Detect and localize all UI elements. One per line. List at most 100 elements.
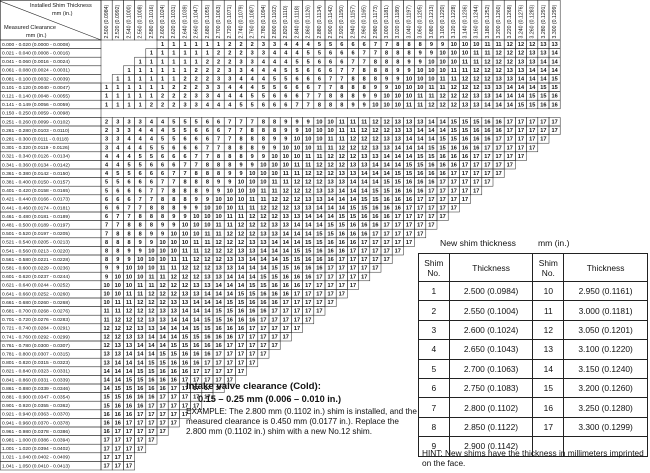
cell-value: 10 — [227, 205, 233, 211]
cell-value: 1 — [139, 59, 142, 65]
cell-value: 2 — [206, 76, 209, 82]
shim-header: Thickness — [448, 253, 534, 282]
cell-value: 13 — [204, 274, 210, 280]
cell-value: 16 — [103, 429, 109, 435]
cell-value: 17 — [193, 395, 199, 401]
cell-value: 11 — [283, 180, 289, 186]
cell-value: 7 — [385, 42, 388, 48]
cell-value: 12 — [204, 248, 210, 254]
cell-value: 12 — [126, 326, 132, 332]
cell-value: 11 — [462, 68, 468, 74]
cell-value: 15 — [439, 145, 445, 151]
cell-value: 11 — [137, 283, 143, 289]
column-label: 3.220 (0.1268) — [507, 4, 513, 38]
cell-value: 2 — [172, 85, 175, 91]
row-label: 0.481 - 0.500 (0.0189 - 0.0197) — [2, 222, 70, 228]
cell-value: 9 — [385, 85, 388, 91]
cell-value: 12 — [372, 128, 378, 134]
cell-value: 14 — [294, 223, 301, 229]
cell-value: 16 — [283, 291, 289, 297]
cell-value: 16 — [339, 231, 345, 237]
cell-value: 16 — [339, 248, 345, 254]
cell-value: 16 — [294, 274, 300, 280]
cell-value: 14 — [215, 300, 222, 306]
cell-value: 9 — [228, 171, 231, 177]
cell-value: 11 — [350, 119, 356, 125]
cell — [123, 461, 135, 471]
cell-value: 3 — [127, 128, 130, 134]
cell-value: 8 — [407, 51, 410, 57]
row-label: 0.701 - 0.720 (0.0276 - 0.0283) — [2, 317, 70, 323]
cell-value: 1 — [161, 68, 164, 74]
cell-value: 12 — [103, 334, 109, 340]
cell-value: 17 — [484, 162, 490, 168]
column-label: 2.860 (0.1126) — [306, 5, 312, 39]
row-label: 0.281 - 0.300 (0.0111 - 0.0118) — [2, 136, 69, 142]
cell-value: 17 — [383, 257, 389, 263]
column-label: 2.640 (0.1039) — [182, 4, 188, 38]
cell-value: 14 — [204, 291, 211, 297]
cell-value: 17 — [462, 180, 468, 186]
cell-value: 10 — [473, 42, 479, 48]
cell-value: 14 — [159, 334, 166, 340]
cell-value: 10 — [383, 102, 389, 108]
cell-value: 16 — [182, 369, 188, 375]
cell-value: 17 — [551, 128, 557, 134]
cell-value: 13 — [271, 223, 277, 229]
cell-value: 10 — [451, 42, 457, 48]
cell-value: 4 — [251, 76, 255, 82]
column-label: 2.820 (0.1110) — [283, 5, 289, 38]
cell-value: 12 — [495, 59, 501, 65]
cell-value: 17 — [148, 403, 154, 409]
cell-value: 17 — [249, 326, 255, 332]
cell-value: 1 — [139, 94, 142, 100]
cell-value: 17 — [137, 429, 143, 435]
cell-value: 2 — [183, 94, 186, 100]
cell-value: 16 — [159, 369, 165, 375]
column-label: 2.620 (0.1031) — [171, 4, 177, 38]
cell-value: 4 — [273, 51, 277, 57]
cell-value: 17 — [215, 360, 221, 366]
cell-value: 17 — [227, 360, 233, 366]
cell-value: 15 — [428, 145, 434, 151]
cell-value: 14 — [227, 274, 234, 280]
cell-value: 16 — [260, 291, 266, 297]
cell — [235, 366, 247, 376]
cell-value: 16 — [428, 180, 434, 186]
cell-value: 6 — [307, 76, 310, 82]
cell-value: 17 — [361, 274, 367, 280]
cell-value: 12 — [249, 223, 255, 229]
cell-value: 15 — [271, 274, 277, 280]
cell-value: 16 — [294, 283, 300, 289]
cell-value: 12 — [439, 102, 445, 108]
cell-value: 10 — [249, 180, 255, 186]
cell-value: 17 — [495, 162, 501, 168]
cell-value: 17 — [215, 352, 221, 358]
shim-number: 12 — [532, 319, 565, 341]
cell-value: 8 — [318, 102, 321, 108]
cell-value: 17 — [103, 446, 109, 452]
cell-value: 7 — [127, 205, 130, 211]
cell-value: 17 — [271, 326, 277, 332]
cell-value: 10 — [103, 283, 109, 289]
cell-value: 15 — [126, 386, 132, 392]
cell-value: 13 — [103, 352, 109, 358]
column-label: 3.080 (0.1213) — [429, 4, 435, 38]
cell-value: 17 — [171, 412, 177, 418]
cell-value: 4 — [228, 94, 232, 100]
cell-value: 1 — [217, 42, 220, 48]
cell-value: 14 — [260, 266, 267, 272]
cell-value: 8 — [329, 102, 332, 108]
cell-value: 16 — [204, 343, 210, 349]
cell-value: 9 — [105, 274, 108, 280]
cell-value: 14 — [148, 334, 155, 340]
cell-value: 16 — [271, 283, 277, 289]
cell-value: 12 — [495, 51, 501, 57]
cell-value: 17 — [305, 309, 311, 315]
shim-thickness: 2.650 (0.1043) — [448, 339, 534, 360]
cell-value: 17 — [283, 309, 289, 315]
cell-value: 11 — [193, 240, 199, 246]
cell-value: 11 — [316, 145, 322, 151]
cell-value: 12 — [227, 240, 233, 246]
cell-value: 8 — [217, 171, 220, 177]
